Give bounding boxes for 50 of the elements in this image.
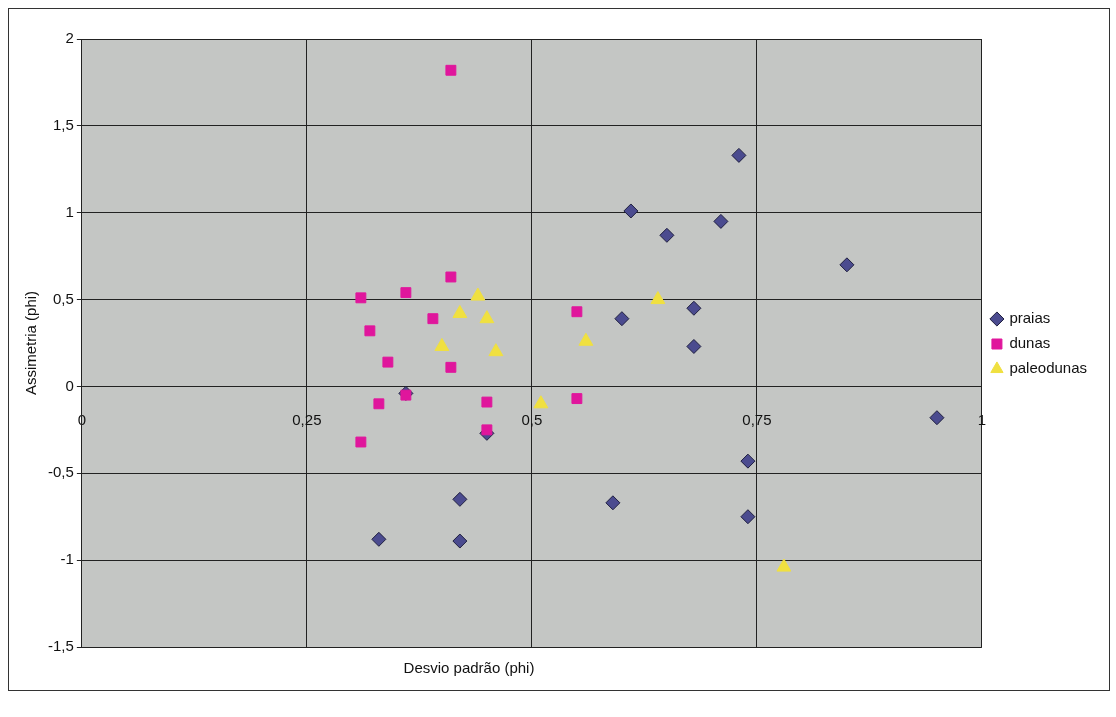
y-tick-label: -1 — [60, 550, 74, 568]
point — [571, 393, 583, 405]
x-axis-title: Desvio padrão (phi) — [402, 659, 536, 678]
point — [623, 203, 639, 219]
point — [650, 291, 666, 305]
point — [713, 213, 729, 229]
y-tick-label: 1 — [65, 202, 74, 220]
point — [776, 558, 792, 572]
point — [445, 271, 457, 283]
point — [445, 361, 457, 373]
point — [382, 356, 394, 368]
y-tick-label: 0 — [65, 376, 74, 394]
point — [470, 287, 486, 301]
point — [614, 311, 630, 327]
point — [452, 533, 468, 549]
point — [686, 300, 702, 316]
point — [481, 396, 493, 408]
point — [371, 531, 387, 547]
point — [659, 227, 675, 243]
point — [355, 436, 367, 448]
point — [452, 491, 468, 507]
point — [373, 398, 385, 410]
point — [929, 410, 945, 426]
legend-label: dunas — [1009, 334, 1051, 352]
y-tick-label: -0,5 — [47, 463, 74, 481]
point — [364, 325, 376, 337]
point — [355, 292, 367, 304]
point — [578, 332, 594, 346]
point — [571, 306, 583, 318]
point — [400, 287, 412, 299]
point — [740, 509, 756, 525]
point — [839, 257, 855, 273]
point — [731, 147, 747, 163]
point — [740, 453, 756, 469]
point — [427, 313, 439, 325]
point — [481, 424, 493, 436]
y-tick-label: 0,5 — [52, 289, 74, 307]
point — [488, 343, 504, 357]
point — [400, 389, 412, 401]
legend-label: paleodunas — [1009, 359, 1088, 377]
point — [479, 310, 495, 324]
y-tick-label: 2 — [65, 29, 74, 47]
point — [533, 395, 549, 409]
point — [686, 338, 702, 354]
y-tick-label: 1,5 — [52, 116, 74, 133]
y-axis-title: Assimetria (phi) — [22, 290, 40, 396]
y-tick-label: -1,5 — [47, 637, 74, 655]
point — [605, 495, 621, 511]
point — [445, 64, 457, 76]
legend-label: praias — [1009, 309, 1051, 327]
